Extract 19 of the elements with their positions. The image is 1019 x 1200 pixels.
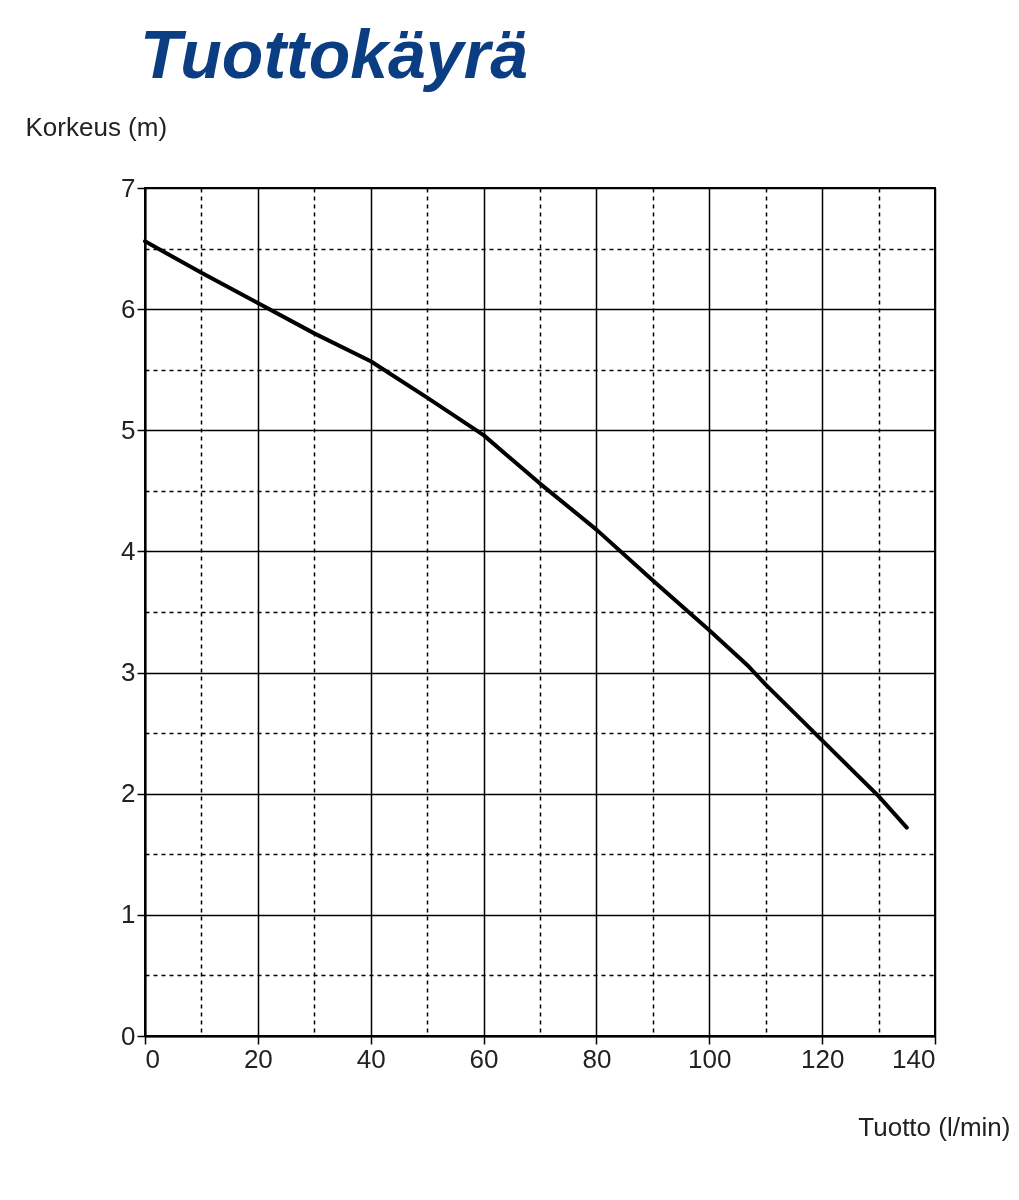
- y-tick-label: 1: [121, 899, 136, 930]
- x-tick-label: 140: [892, 1043, 936, 1074]
- y-tick-label: 3: [121, 657, 136, 688]
- x-tick-label: 100: [688, 1043, 732, 1074]
- x-tick-label: 0: [145, 1043, 160, 1074]
- x-axis-title: Tuotto (l/min): [858, 1111, 1011, 1142]
- y-tick-label: 2: [121, 778, 136, 809]
- x-tick-label: 60: [469, 1043, 499, 1074]
- x-tick-label: 40: [356, 1043, 386, 1074]
- x-tick-label: 80: [582, 1043, 612, 1074]
- x-tick-label: 120: [800, 1043, 845, 1074]
- y-tick-label: 6: [121, 293, 136, 324]
- chart-title: Tuottokäyrä: [140, 16, 528, 92]
- y-axis-title: Korkeus (m): [25, 111, 168, 142]
- y-tick-label: 7: [121, 172, 136, 203]
- y-tick-label: 5: [121, 414, 136, 445]
- y-tick-label: 4: [121, 535, 136, 566]
- y-tick-label: 0: [121, 1020, 136, 1051]
- x-tick-label: 20: [243, 1043, 273, 1074]
